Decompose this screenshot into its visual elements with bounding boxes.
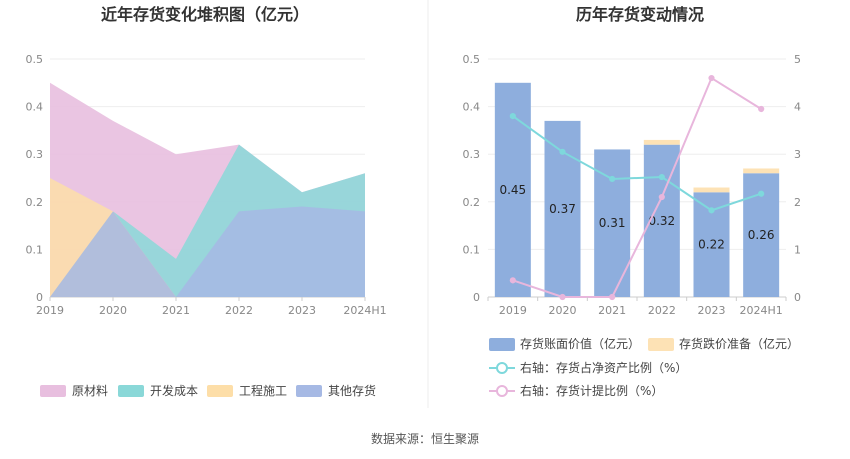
line-point-2 [559, 148, 566, 155]
right-ytick-label: 0.1 [463, 243, 481, 256]
line-point-2 [658, 173, 665, 181]
line-point-3 [609, 293, 616, 301]
line-point-3 [559, 293, 566, 301]
right-legend: 存货账面价值（亿元） 存货跌价准备（亿元） 右轴：存货占净资产比例（%） 右轴：存货计… [489, 336, 799, 398]
line-series-2 [512, 115, 762, 212]
left-xtick-label: 2020 [99, 304, 127, 317]
right-y2tick-label: 2 [794, 196, 801, 209]
left-xtick-label: 2022 [225, 304, 253, 317]
line-point-2 [609, 175, 616, 183]
right-xtick-label: 2022 [648, 304, 676, 317]
left-ytick-label: 0.1 [26, 243, 44, 256]
legend-marker-2 [496, 362, 508, 374]
line-point-3 [758, 105, 765, 113]
bar-data-label: 0.22 [698, 238, 725, 252]
right-bar-series: 0.45 0.37 0.31 0.32 0.22 0.26 [494, 82, 780, 297]
right-ytick-label: 0.4 [463, 101, 481, 114]
legend-marker-3 [496, 385, 508, 397]
left-ytick-label: 0 [36, 291, 43, 304]
legend-label-2: 工程施工 [239, 383, 287, 398]
bar-data-label: 0.31 [599, 216, 626, 230]
line-point-3 [708, 74, 715, 82]
line-point-3 [509, 277, 516, 284]
legend-label-1: 开发成本 [150, 383, 198, 398]
right-y2tick-label: 4 [794, 101, 801, 114]
bar-line-chart: 历年存货变动情况 0.450.370.31 0.320.220.26 00.10.… [463, 5, 802, 398]
legend-label-0: 原材料 [72, 384, 108, 398]
left-ytick-label: 0.4 [26, 101, 44, 114]
stacked-area-chart: 近年存货变化堆积图（亿元） 0 0.1 0.2 0.3 0.4 0.5 2019 2020 20… [26, 5, 387, 398]
legend-swatch-reserve [648, 338, 674, 351]
right-y2tick-label: 0 [794, 291, 801, 304]
right-xtick-label: 2020 [549, 304, 577, 317]
left-ytick-label: 0.2 [26, 196, 44, 209]
legend-swatch-1 [118, 385, 144, 397]
bar-impairment-reserve [643, 139, 680, 145]
right-xtick-label: 2019 [499, 304, 527, 317]
right-y2tick-label: 5 [794, 53, 801, 66]
legend-label-3: 右轴：存货计提比例（%） [520, 383, 663, 398]
line-point-2 [758, 190, 765, 197]
left-chart-title: 近年存货变化堆积图（亿元） [101, 5, 309, 24]
left-xtick-label: 2023 [288, 304, 316, 317]
bar-impairment-reserve [693, 187, 730, 193]
legend-swatch-0 [40, 385, 66, 397]
left-axes: 0 0.1 0.2 0.3 0.4 0.5 2019 2020 2021 2022 2023 2024… [26, 53, 387, 317]
right-ytick-label: 0.5 [463, 53, 481, 66]
left-xtick-label: 2019 [36, 304, 64, 317]
legend-swatch-2 [207, 385, 233, 397]
line-point-2 [708, 207, 715, 214]
right-xtick-label: 2023 [698, 304, 726, 317]
legend-swatch-book-value [489, 338, 515, 351]
line-series-3 [512, 76, 762, 298]
legend-label-book-value: 存货账面价值（亿元） [520, 336, 640, 351]
bar-data-label: 0.37 [549, 202, 576, 216]
left-ytick-label: 0.5 [26, 53, 44, 66]
bar-impairment-reserve [743, 168, 780, 174]
right-ytick-label: 0.3 [463, 148, 481, 161]
right-chart-title: 历年存货变动情况 [576, 5, 704, 24]
legend-label-3: 其他存货 [328, 383, 376, 398]
right-xtick-label: 2021 [598, 304, 626, 317]
right-y2tick-label: 3 [794, 148, 801, 161]
legend-label-2: 右轴：存货占净资产比例（%） [520, 360, 687, 375]
right-ytick-label: 0 [473, 291, 480, 304]
right-ytick-label: 0.2 [463, 196, 481, 209]
line-point-3 [658, 193, 665, 201]
right-axes: 0 0.1 0.2 0.3 0.4 0.5 0 1 2 3 4 5 2019 2020 2021 2022 20… [463, 53, 802, 317]
left-xtick-label: 2021 [162, 304, 190, 317]
left-xtick-label: 2024H1 [343, 304, 386, 317]
right-xtick-label: 2024H1 [740, 304, 783, 317]
data-source-note: 数据来源：恒生聚源 [371, 431, 479, 446]
legend-swatch-3 [296, 385, 322, 397]
right-y2tick-label: 1 [794, 243, 801, 256]
bar-data-label: 0.26 [748, 228, 775, 242]
bar-data-label: 0.45 [499, 183, 526, 197]
left-area-series [50, 82, 365, 297]
line-point-2 [509, 113, 516, 120]
left-ytick-label: 0.3 [26, 148, 44, 161]
right-line-series [509, 74, 765, 301]
legend-label-reserve: 存货跌价准备（亿元） [679, 336, 799, 351]
left-legend: 原材料 开发成本 工程施工 其他存货 [40, 383, 376, 398]
bar-data-label: 0.32 [648, 214, 675, 228]
area-3 [50, 206, 365, 297]
